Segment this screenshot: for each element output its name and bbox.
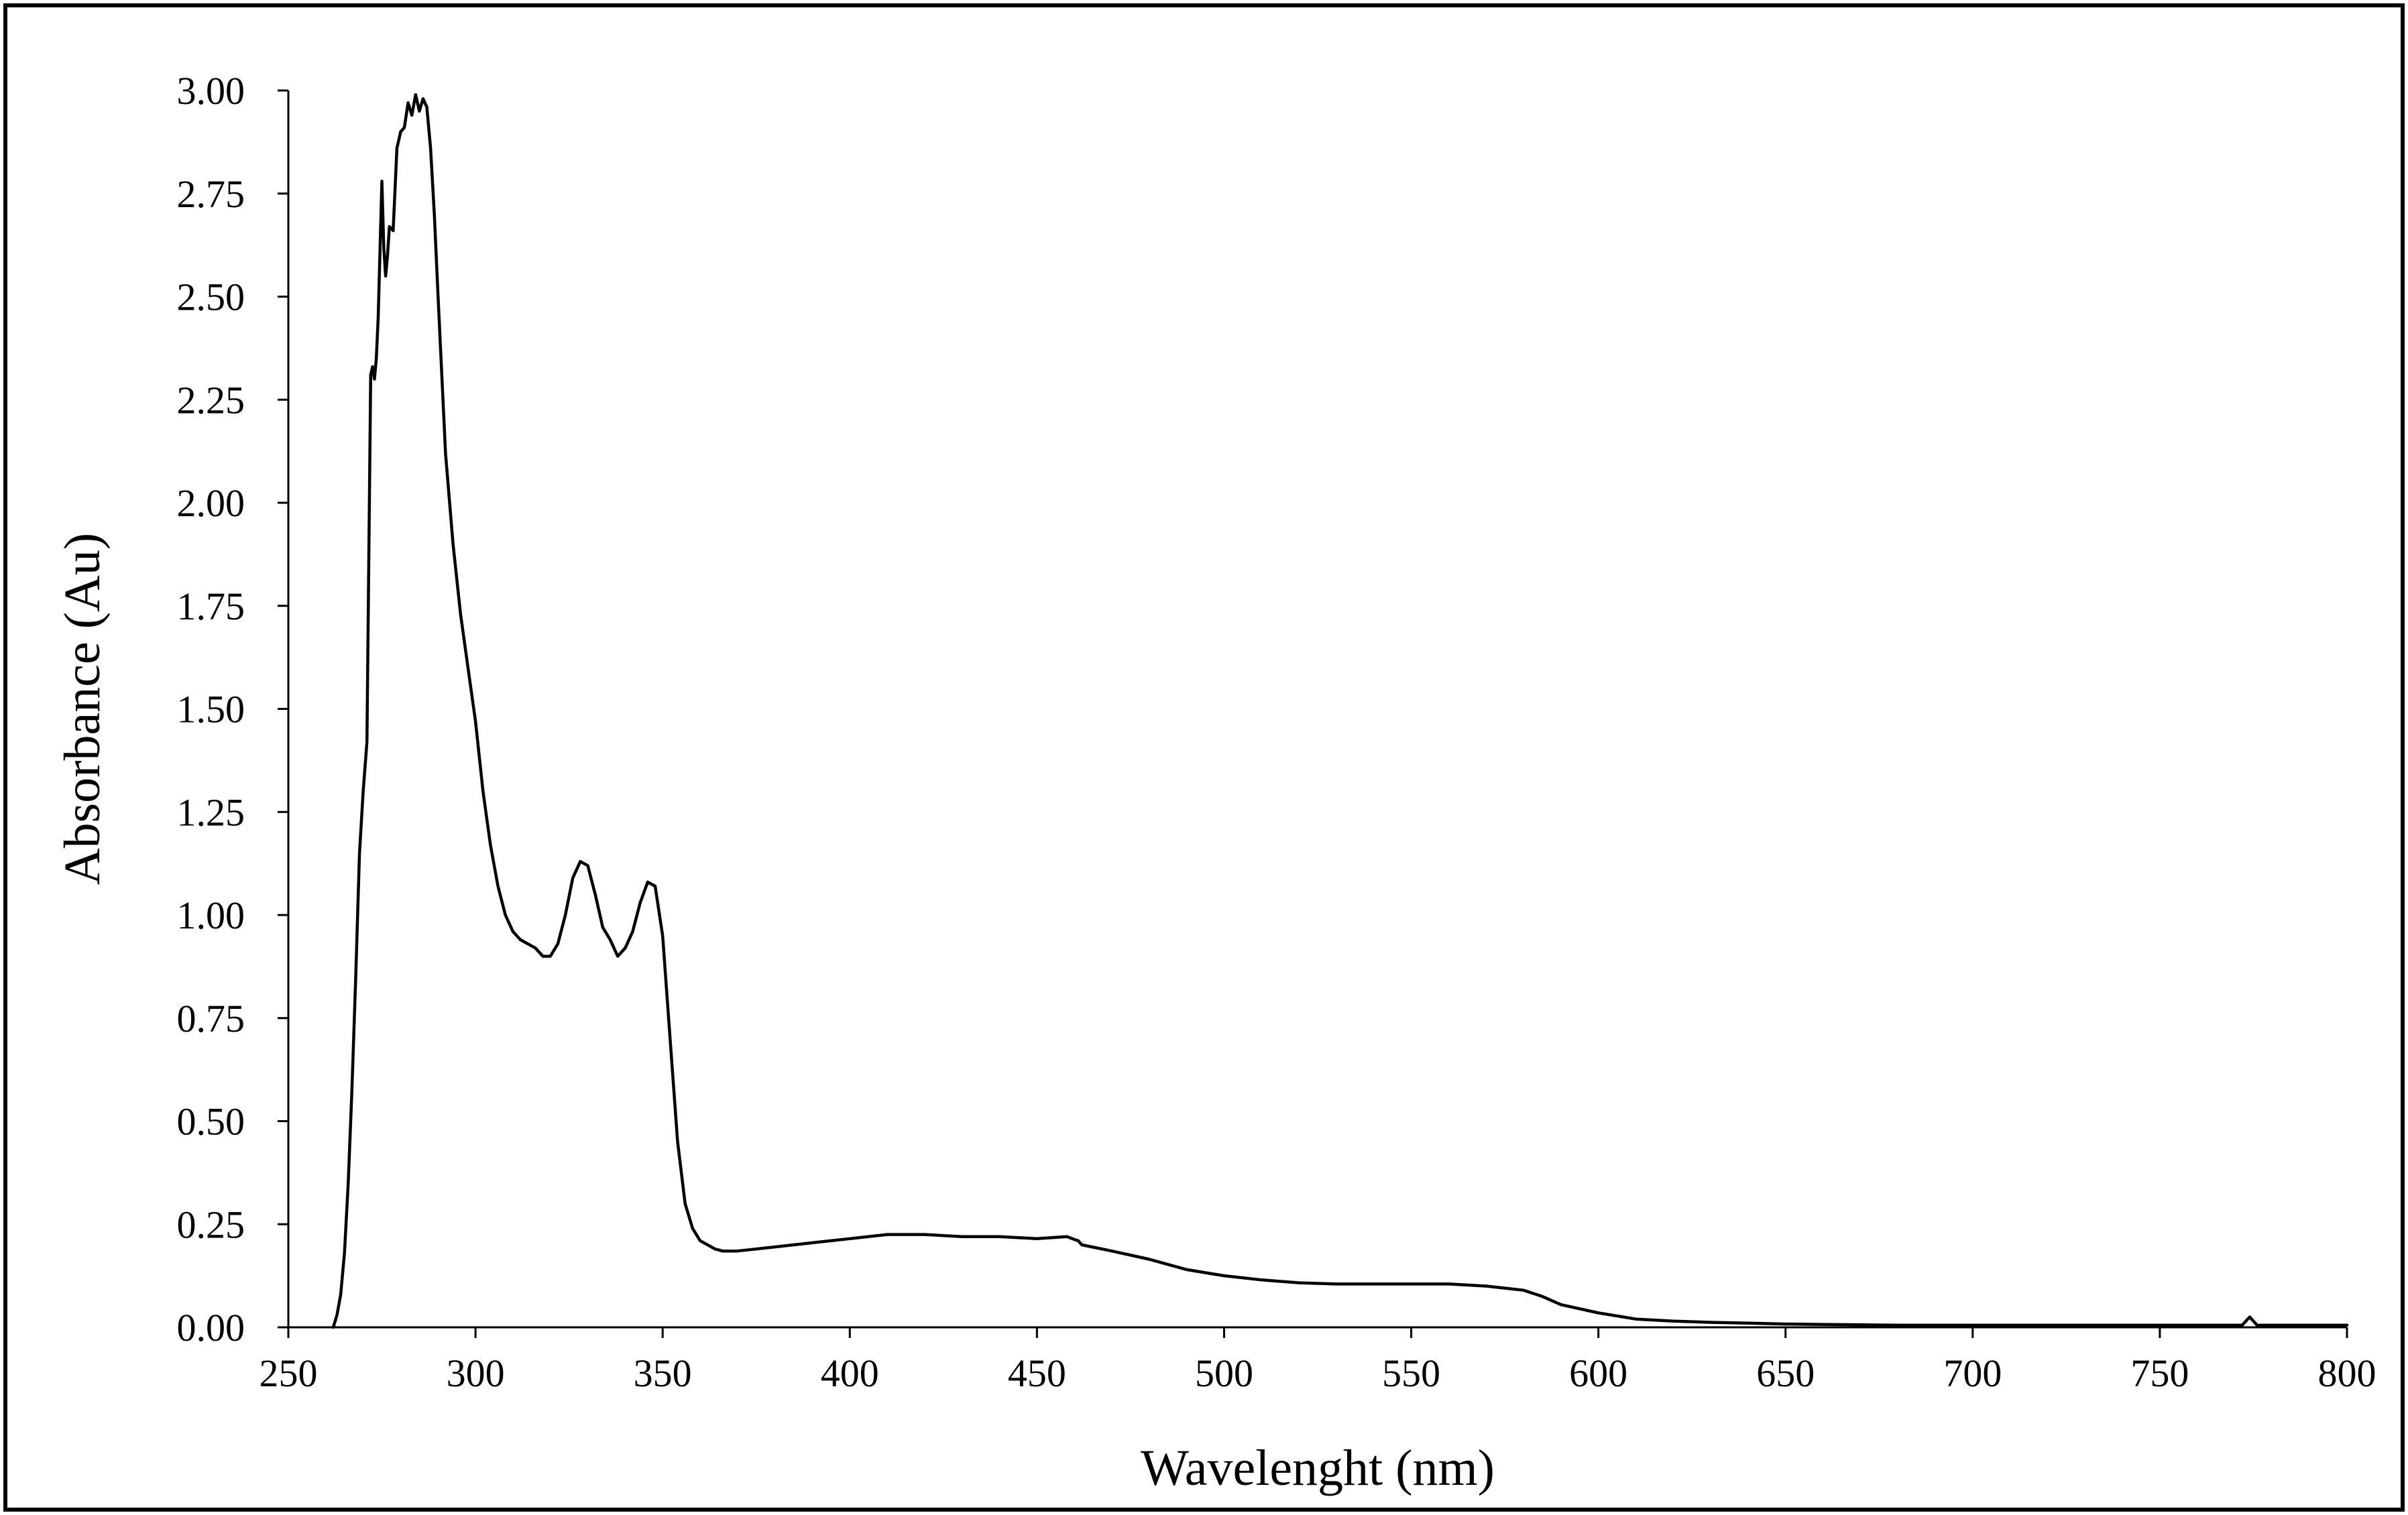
plot-area — [331, 93, 2349, 1329]
x-tick-label: 300 — [447, 1351, 505, 1395]
y-tick-label: 0.25 — [177, 1203, 245, 1246]
y-tick-label: 0.50 — [177, 1100, 245, 1144]
x-axis-title: Wavelenght (nm) — [1141, 1440, 1495, 1496]
y-tick-label: 2.50 — [177, 276, 245, 319]
x-tick-label: 500 — [1195, 1351, 1253, 1395]
outer-frame — [3, 3, 2405, 1512]
y-tick-label: 1.75 — [177, 585, 245, 628]
x-tick-label: 450 — [1008, 1351, 1066, 1395]
x-tick-label: 350 — [634, 1351, 692, 1395]
y-tick-label: 0.75 — [177, 997, 245, 1040]
y-tick-label: 2.75 — [177, 172, 245, 216]
x-tick-label: 700 — [1943, 1351, 2002, 1395]
y-axis-ticks: 0.00 0.25 0.50 0.75 1.00 1.25 1.50 1.75 2.00 2.25… — [177, 69, 288, 1349]
y-tick-label: 2.00 — [177, 481, 245, 525]
y-tick-label: 3.00 — [177, 69, 245, 113]
x-tick-label: 550 — [1382, 1351, 1440, 1395]
y-tick-label: 2.25 — [177, 378, 245, 422]
x-tick-label: 800 — [2318, 1351, 2376, 1395]
x-tick-label: 650 — [1756, 1351, 1815, 1395]
y-tick-label: 1.25 — [177, 790, 245, 834]
y-tick-label: 1.50 — [177, 688, 245, 731]
absorbance-series-line — [331, 93, 2349, 1329]
x-tick-label: 400 — [821, 1351, 879, 1395]
axes — [287, 90, 2347, 1329]
x-tick-label: 750 — [2130, 1351, 2189, 1395]
y-axis-title: Absorbance (Au) — [54, 533, 111, 885]
x-tick-label: 250 — [260, 1351, 318, 1395]
y-tick-label: 1.00 — [177, 894, 245, 937]
x-tick-label: 600 — [1569, 1351, 1627, 1395]
y-tick-label: 0.00 — [177, 1306, 245, 1349]
x-axis-ticks: 250 300 350 400 450 500 550 600 650 700 750 800 — [260, 1327, 2376, 1395]
